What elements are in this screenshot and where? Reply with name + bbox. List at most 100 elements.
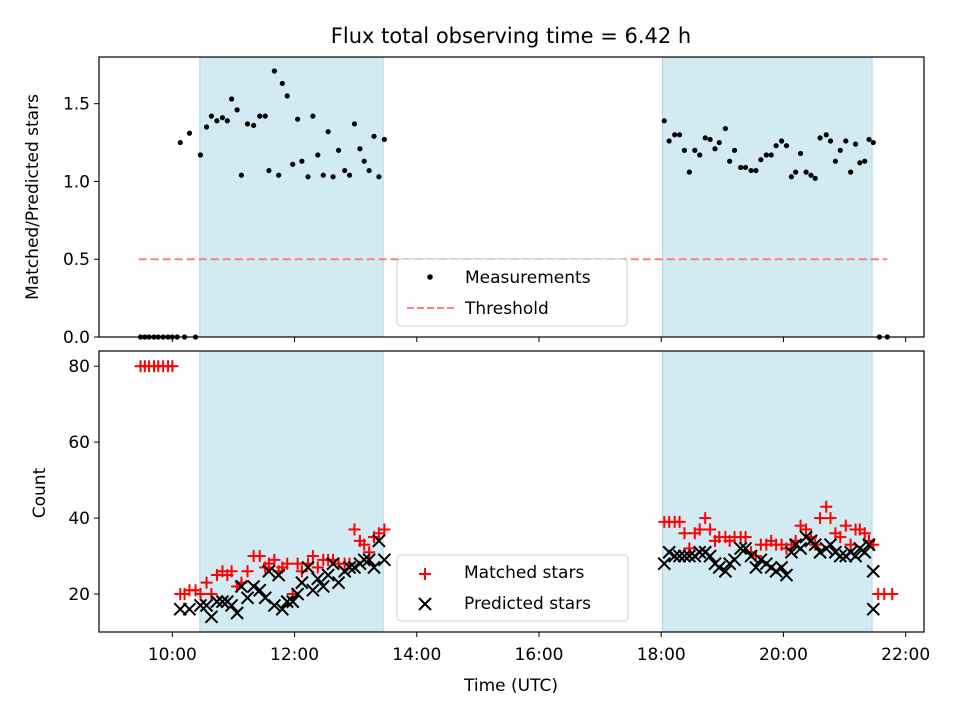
measurement-point	[279, 80, 285, 87]
measurement-point	[862, 158, 868, 164]
matched-star-point	[295, 565, 308, 578]
predicted-star-point	[357, 553, 371, 567]
measurement-point	[295, 116, 301, 122]
predicted-star-point	[744, 549, 758, 563]
measurement-point	[224, 118, 230, 124]
count-legend: Matched stars Predicted stars	[396, 554, 629, 622]
measurement-point	[229, 96, 235, 102]
matched-star-point	[839, 519, 852, 532]
predicted-star-point	[215, 594, 230, 609]
measurement-point	[843, 138, 849, 144]
measurement-point	[197, 152, 204, 158]
matched-star-point	[225, 565, 238, 578]
x-axis-label: Time (UTC)	[463, 676, 558, 696]
measurement-point	[748, 167, 754, 174]
predicted-star-point	[280, 594, 294, 609]
predicted-stars-series	[173, 530, 880, 624]
predicted-star-point	[267, 598, 282, 613]
predicted-legend-marker	[418, 597, 432, 611]
count-x-ticks: 10:00 12:00 14:00 16:00 18:00 20:00 22:00	[148, 632, 930, 665]
matched-star-point	[739, 531, 752, 544]
matched-star-point	[886, 588, 899, 601]
measurement-point	[262, 113, 268, 119]
predicted-star-point	[286, 594, 300, 609]
y-tick-label: 1.0	[63, 172, 90, 192]
predicted-star-point	[693, 545, 707, 559]
observing-intervals-bottom	[199, 350, 873, 633]
measurement-point	[817, 135, 823, 141]
predicted-star-point	[733, 541, 748, 556]
matched-star-point	[704, 523, 717, 536]
predicted-star-point	[866, 564, 880, 578]
predicted-star-point	[301, 560, 315, 575]
measurements-legend-label: Measurements	[465, 268, 591, 288]
measurement-point	[276, 172, 282, 178]
measurement-point	[257, 113, 263, 119]
measurement-point	[266, 167, 272, 174]
measurement-point	[758, 157, 764, 163]
predicted-star-point	[667, 549, 682, 563]
predicted-star-point	[295, 575, 309, 590]
y-tick-label: 60	[68, 433, 90, 453]
observing-intervals-top	[199, 56, 873, 338]
measurements-legend-marker	[427, 274, 433, 280]
predicted-star-point	[316, 579, 330, 594]
matched-star-point	[673, 515, 686, 528]
measurement-point	[852, 141, 859, 147]
measurement-point	[832, 158, 838, 164]
measurement-point	[738, 164, 744, 171]
measurement-point	[208, 113, 215, 119]
matched-star-point	[678, 527, 691, 540]
matched-star-point	[281, 557, 294, 570]
x-tick-label: 10:00	[148, 645, 197, 665]
measurement-point	[702, 135, 708, 141]
measurement-point	[299, 158, 305, 164]
predicted-star-point	[672, 549, 687, 563]
predicted-star-point	[311, 572, 325, 586]
predicted-star-point	[262, 564, 276, 578]
predicted-star-point	[657, 556, 671, 571]
measurement-point	[203, 124, 210, 130]
x-tick-label: 14:00	[392, 645, 441, 665]
measurement-point	[797, 150, 804, 157]
ratio-x-ticks	[171, 337, 907, 342]
matched-star-point	[306, 550, 319, 563]
measurement-point	[783, 143, 790, 149]
measurement-point	[768, 152, 774, 158]
measurement-point	[666, 138, 672, 144]
predicted-star-point	[240, 591, 255, 605]
measurement-point	[342, 167, 348, 174]
measurement-point	[808, 172, 814, 178]
observing-interval-2	[661, 350, 873, 633]
matched-legend-label: Matched stars	[464, 563, 584, 583]
predicted-star-point	[774, 560, 789, 575]
y-tick-label: 40	[68, 509, 90, 529]
measurement-point	[290, 161, 296, 167]
measurement-point	[351, 121, 358, 127]
matched-star-point	[205, 588, 218, 601]
predicted-star-point	[703, 549, 717, 563]
predicted-star-point	[210, 594, 224, 609]
predicted-star-point	[862, 537, 876, 552]
predicted-star-point	[779, 568, 794, 582]
matched-star-point	[268, 553, 281, 566]
y-tick-label: 20	[68, 585, 90, 605]
measurement-point	[672, 132, 678, 138]
matched-star-point	[834, 531, 847, 544]
predicted-star-point	[848, 549, 863, 563]
predicted-star-point	[342, 560, 357, 575]
measurement-point	[376, 174, 382, 180]
matched-legend-marker	[419, 568, 431, 580]
measurement-point	[381, 136, 387, 143]
ratio-legend: Measurements Threshold	[396, 258, 628, 327]
predicted-star-point	[866, 602, 880, 616]
measurement-point	[330, 174, 336, 180]
predicted-star-point	[372, 534, 386, 548]
matched-star-point	[800, 523, 813, 536]
predicted-star-point	[712, 560, 726, 575]
measurement-point	[361, 158, 367, 164]
measurement-point	[357, 146, 363, 152]
predicted-star-point	[290, 587, 305, 601]
predicted-star-point	[377, 553, 392, 567]
